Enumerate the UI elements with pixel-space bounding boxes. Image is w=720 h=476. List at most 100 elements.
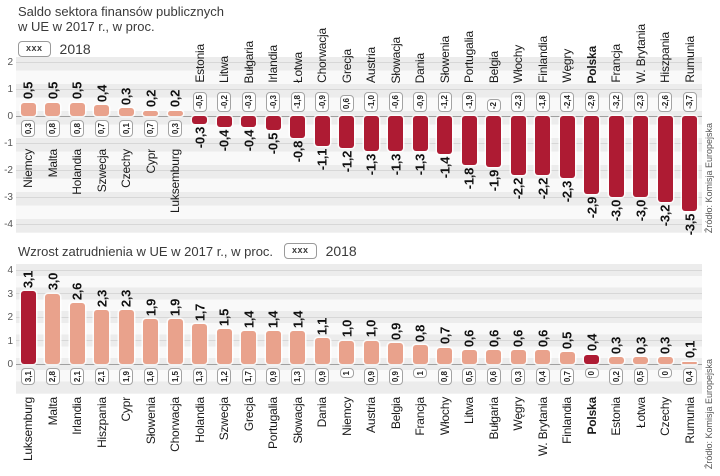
bar-Szwecja [216, 328, 232, 364]
value-2018: 0 [660, 371, 670, 376]
value-2018: 0,5 [464, 371, 474, 383]
country-label: Bułgaria [486, 397, 501, 440]
gridline [16, 293, 702, 294]
bar-Dania [314, 338, 330, 364]
y-axis-tick: 3 [7, 288, 13, 300]
country-label: Grecja [241, 397, 256, 432]
country-label: Estonia [609, 397, 624, 436]
forecast-value-box: -1,0 [364, 92, 379, 112]
value-2017: 1,4 [290, 310, 306, 329]
value-2018: 1,3 [293, 371, 303, 383]
bar-W. Brytania [535, 349, 551, 364]
value-2018: 0,9 [317, 371, 327, 383]
forecast-value-box: 0,7 [143, 120, 158, 138]
forecast-value-box: 0,9 [315, 368, 330, 386]
value-2018: 0,4 [685, 371, 695, 383]
chart1-header: Saldo sektora finansów publicznych w UE … [18, 4, 224, 57]
value-2018: 2,1 [97, 371, 107, 383]
forecast-value-box: -2,3 [511, 92, 526, 112]
value-2017: 1,0 [363, 320, 379, 338]
bar-Dania [412, 116, 428, 152]
forecast-value-box: 0,7 [560, 368, 575, 386]
bar-Irlandia [265, 116, 281, 130]
forecast-value-box: 0,4 [535, 368, 550, 386]
y-axis-tick: 4 [7, 265, 13, 276]
bar-Szwecja [94, 105, 110, 116]
bar-Litwa [216, 116, 232, 127]
country-label: Francja [413, 397, 428, 436]
y-axis-tick: -2 [4, 165, 13, 176]
bar-Słowenia [143, 319, 159, 364]
gridline [16, 88, 702, 90]
bar-Węgry [559, 116, 575, 179]
forecast-value-box: -0,5 [192, 92, 207, 112]
forecast-value-box: 2,1 [94, 368, 109, 386]
bar-Luksemburg [20, 291, 36, 364]
value-2018: 1,7 [244, 371, 254, 383]
country-label: Słowacja [290, 397, 305, 444]
value-2018: 1,5 [170, 371, 180, 383]
chart1-legend: xxx 2018 [18, 41, 224, 57]
bar-Finlandia [535, 116, 551, 176]
bar-Hiszpania [657, 116, 673, 203]
chart1-title-line2: w UE w 2017 r., w proc. [18, 19, 155, 34]
bar-Francja [608, 116, 624, 197]
value-2017: 0,9 [388, 322, 404, 340]
forecast-value-box: 1 [413, 368, 428, 379]
bar-Hiszpania [94, 309, 110, 364]
bar-Estonia [608, 356, 624, 364]
y-axis-tick: 1 [7, 335, 13, 347]
forecast-value-box: 0,9 [388, 368, 403, 386]
gridline [16, 316, 702, 318]
forecast-value-box: -3,7 [682, 92, 697, 112]
forecast-value-box: 0,3 [21, 120, 36, 138]
chart2-header: Wzrost zatrudnienia w UE w 2017 r., w pr… [18, 243, 357, 259]
country-label: Niemcy [339, 397, 354, 436]
country-label: W. Brytania [535, 397, 550, 457]
country-label: Irlandia [70, 397, 85, 435]
value-2017: 0,5 [559, 332, 575, 350]
forecast-value-box: -2,9 [584, 92, 599, 112]
country-label: Austria [364, 397, 379, 433]
bar-Grecja [241, 331, 257, 364]
value-2017: 1,5 [216, 308, 232, 326]
forecast-value-box: 0,2 [609, 368, 624, 386]
value-2018: 1,6 [146, 371, 156, 383]
forecast-value-box: 0,3 [168, 120, 183, 138]
forecast-value-box: 0,8 [70, 120, 85, 138]
bar-Słowenia [437, 116, 453, 154]
bar-Holandia [192, 324, 208, 364]
value-2018: 0,7 [562, 371, 572, 383]
value-2017: 0,6 [486, 329, 502, 347]
bar-Bułgaria [241, 116, 257, 127]
bar-Czechy [657, 356, 673, 364]
bar-Cypr [143, 110, 159, 116]
bar-Chorwacja [314, 116, 330, 146]
forecast-value-box: 0,3 [511, 368, 526, 386]
value-2017: 0,3 [657, 336, 673, 354]
y-axis-tick: 0 [7, 111, 13, 122]
forecast-value-box: -2,3 [633, 92, 648, 112]
gridline [16, 340, 702, 341]
bar-Włochy [510, 116, 526, 176]
forecast-value-box: 1,7 [241, 368, 256, 386]
country-label: Cypr [119, 397, 134, 422]
y-axis-tick: -4 [4, 219, 13, 230]
forecast-value-box: -2,6 [658, 92, 673, 112]
bar-Malta [45, 293, 61, 364]
gridline [16, 223, 702, 225]
bar-Rumunia [682, 116, 698, 211]
forecast-value-box: -0,9 [413, 92, 428, 112]
bar-Portugalia [461, 116, 477, 165]
bar-Estonia [192, 116, 208, 125]
bar-Niemcy [20, 102, 36, 116]
forecast-value-box: 0,9 [364, 368, 379, 386]
forecast-value-box: 0,5 [462, 368, 477, 386]
y-axis-tick: 0 [7, 359, 13, 370]
forecast-value-box: -1,8 [290, 92, 305, 112]
country-label: Portugalia [266, 397, 281, 450]
value-2018: 0,4 [538, 371, 548, 383]
bar-Francja [412, 345, 428, 364]
forecast-value-box: 0,4 [682, 368, 697, 386]
